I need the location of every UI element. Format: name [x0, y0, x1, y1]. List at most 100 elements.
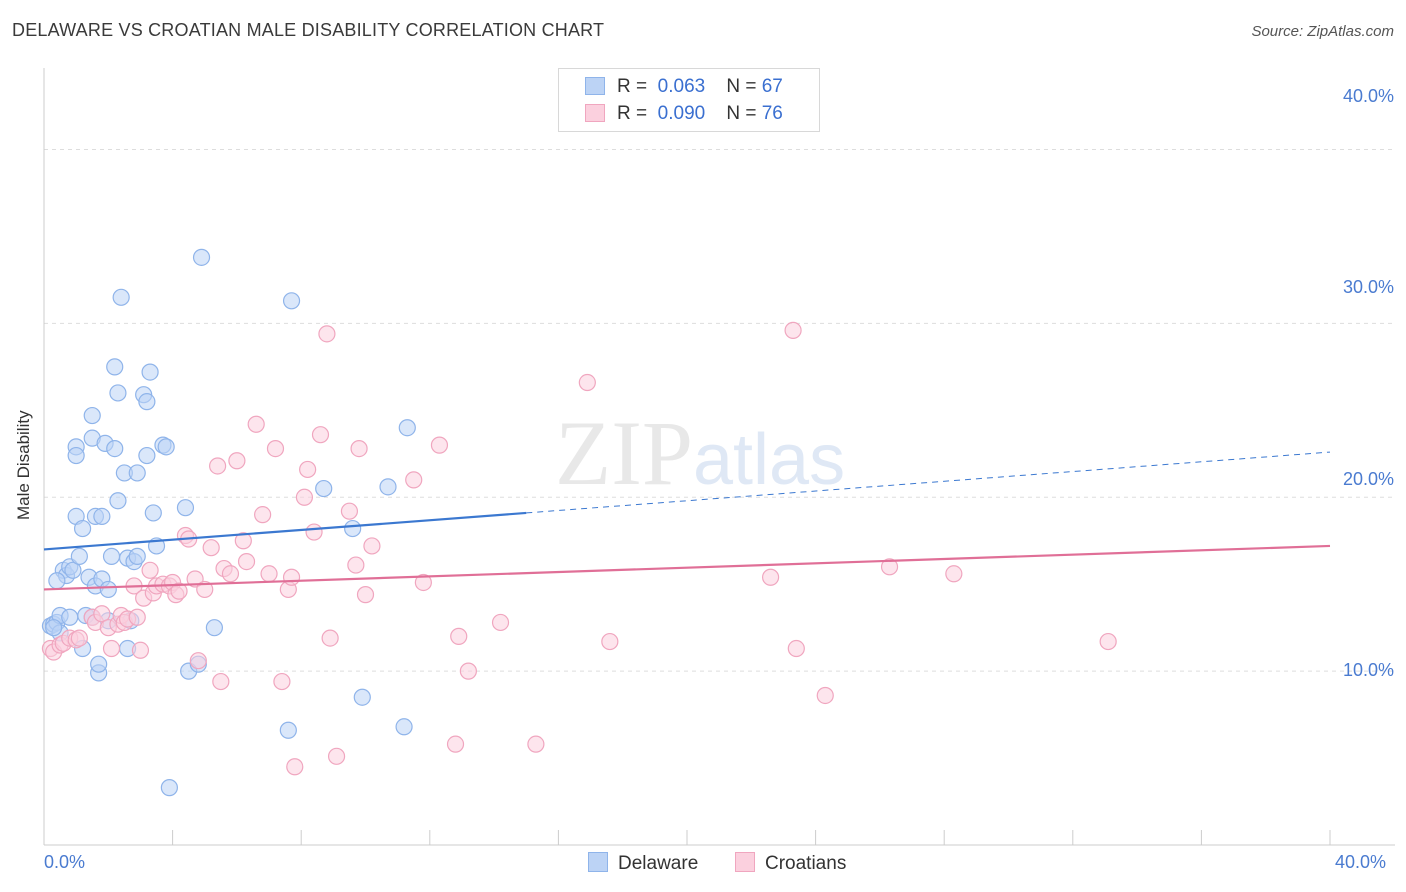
delaware-point — [144, 504, 162, 522]
croatians-point — [1099, 632, 1117, 651]
croatians-point — [459, 662, 477, 680]
croatians-point — [254, 506, 272, 524]
watermark-atlas: atlas — [693, 420, 846, 500]
correlation-legend: R = 0.063 N = 67 R = 0.090 N = 76 — [558, 68, 820, 132]
y-tick-label: 40.0% — [1342, 86, 1394, 106]
croatians-point — [221, 565, 240, 583]
legend-swatch-delaware — [585, 77, 605, 95]
r-label: R = — [617, 103, 648, 124]
croatians-point — [237, 553, 256, 571]
croatians-point — [189, 652, 207, 670]
delaware-point — [395, 718, 413, 736]
croatians-trend-line — [43, 544, 1331, 591]
delaware-point — [315, 479, 333, 498]
croatians-point — [430, 436, 449, 454]
n-value: 76 — [761, 103, 783, 124]
chart-title: DELAWARE VS CROATIAN MALE DISABILITY COR… — [12, 20, 605, 40]
x-tick-label: 0.0% — [44, 852, 86, 872]
delaware-point — [353, 688, 371, 706]
bottom-legend-swatch-croatians — [735, 852, 755, 872]
delaware-point — [93, 507, 111, 525]
n-label: N = — [726, 103, 757, 124]
n-label: N = — [726, 76, 757, 97]
croatians-point — [228, 452, 246, 470]
croatians-point — [527, 735, 545, 753]
croatians-point — [170, 582, 188, 600]
delaware-point — [90, 655, 108, 673]
delaware-point — [106, 439, 124, 458]
n-value: 67 — [761, 76, 783, 97]
y-tick-label: 20.0% — [1342, 469, 1394, 489]
delaware-point — [102, 547, 121, 565]
y-tick-label: 10.0% — [1342, 660, 1394, 680]
croatians-point — [260, 565, 278, 583]
delaware-point — [279, 721, 297, 739]
delaware-point — [109, 384, 127, 402]
x-tick-label: 40.0% — [1335, 852, 1387, 872]
croatians-point — [350, 439, 368, 458]
croatians-point — [405, 471, 423, 489]
legend-swatch-croatians — [585, 104, 605, 122]
legend-row-delaware: R = 0.063 N = 67 — [585, 76, 783, 98]
croatians-point — [247, 415, 265, 433]
delaware-point — [138, 446, 156, 465]
croatians-point — [347, 556, 365, 574]
delaware-point — [112, 288, 130, 306]
source-label: Source: ZipAtlas.com — [1251, 23, 1394, 40]
croatians-point — [102, 639, 121, 658]
croatians-point — [340, 502, 359, 520]
croatians-point — [356, 586, 375, 604]
y-tick-label: 30.0% — [1342, 277, 1394, 297]
croatians-point — [321, 629, 339, 647]
croatians-point — [128, 608, 146, 626]
delaware-point — [83, 406, 101, 425]
croatians-point — [327, 747, 346, 765]
legend-row-croatians: R = 0.090 N = 76 — [585, 103, 783, 125]
croatians-point — [212, 672, 230, 691]
croatians-point — [491, 613, 510, 632]
croatians-point — [282, 568, 301, 586]
delaware-point — [379, 478, 397, 496]
croatians-point — [141, 561, 159, 579]
croatians-point — [945, 565, 963, 583]
delaware-point — [48, 572, 66, 590]
croatians-point — [787, 639, 805, 658]
r-value: 0.090 — [657, 103, 706, 124]
delaware-point — [138, 393, 156, 411]
croatians-point — [414, 573, 432, 592]
delaware-trend-line — [43, 511, 527, 551]
delaware-point — [61, 608, 79, 626]
croatians-point — [311, 426, 330, 444]
croatians-point — [446, 735, 465, 753]
delaware-point — [344, 519, 362, 538]
croatians-point — [305, 523, 323, 541]
croatians-point — [578, 373, 596, 392]
croatians-point — [234, 532, 252, 550]
croatians-point — [880, 558, 899, 576]
delaware-point — [73, 519, 92, 538]
croatians-point — [209, 457, 227, 475]
croatians-point — [70, 629, 88, 647]
delaware-point — [109, 492, 127, 510]
bottom-legend-label: Delaware — [618, 853, 699, 874]
croatians-point — [273, 672, 291, 691]
bottom-legend-croatians: Croatians — [735, 852, 846, 875]
bottom-legend-swatch-delaware — [588, 852, 608, 872]
croatians-point — [93, 605, 111, 623]
bottom-legend-delaware: Delaware — [588, 852, 698, 875]
delaware-point — [99, 580, 117, 599]
croatians-point — [601, 632, 619, 651]
bottom-legend-label: Croatians — [765, 853, 847, 874]
delaware-trend-extension — [526, 451, 1331, 514]
croatians-point — [196, 580, 214, 599]
delaware-point — [160, 779, 178, 797]
croatians-point — [784, 321, 802, 339]
r-label: R = — [617, 76, 648, 97]
delaware-point — [398, 419, 416, 437]
watermark-zip: ZIP — [555, 402, 693, 504]
delaware-point — [205, 619, 223, 637]
croatians-point — [266, 439, 285, 458]
delaware-point — [128, 547, 146, 565]
delaware-point — [128, 464, 146, 482]
